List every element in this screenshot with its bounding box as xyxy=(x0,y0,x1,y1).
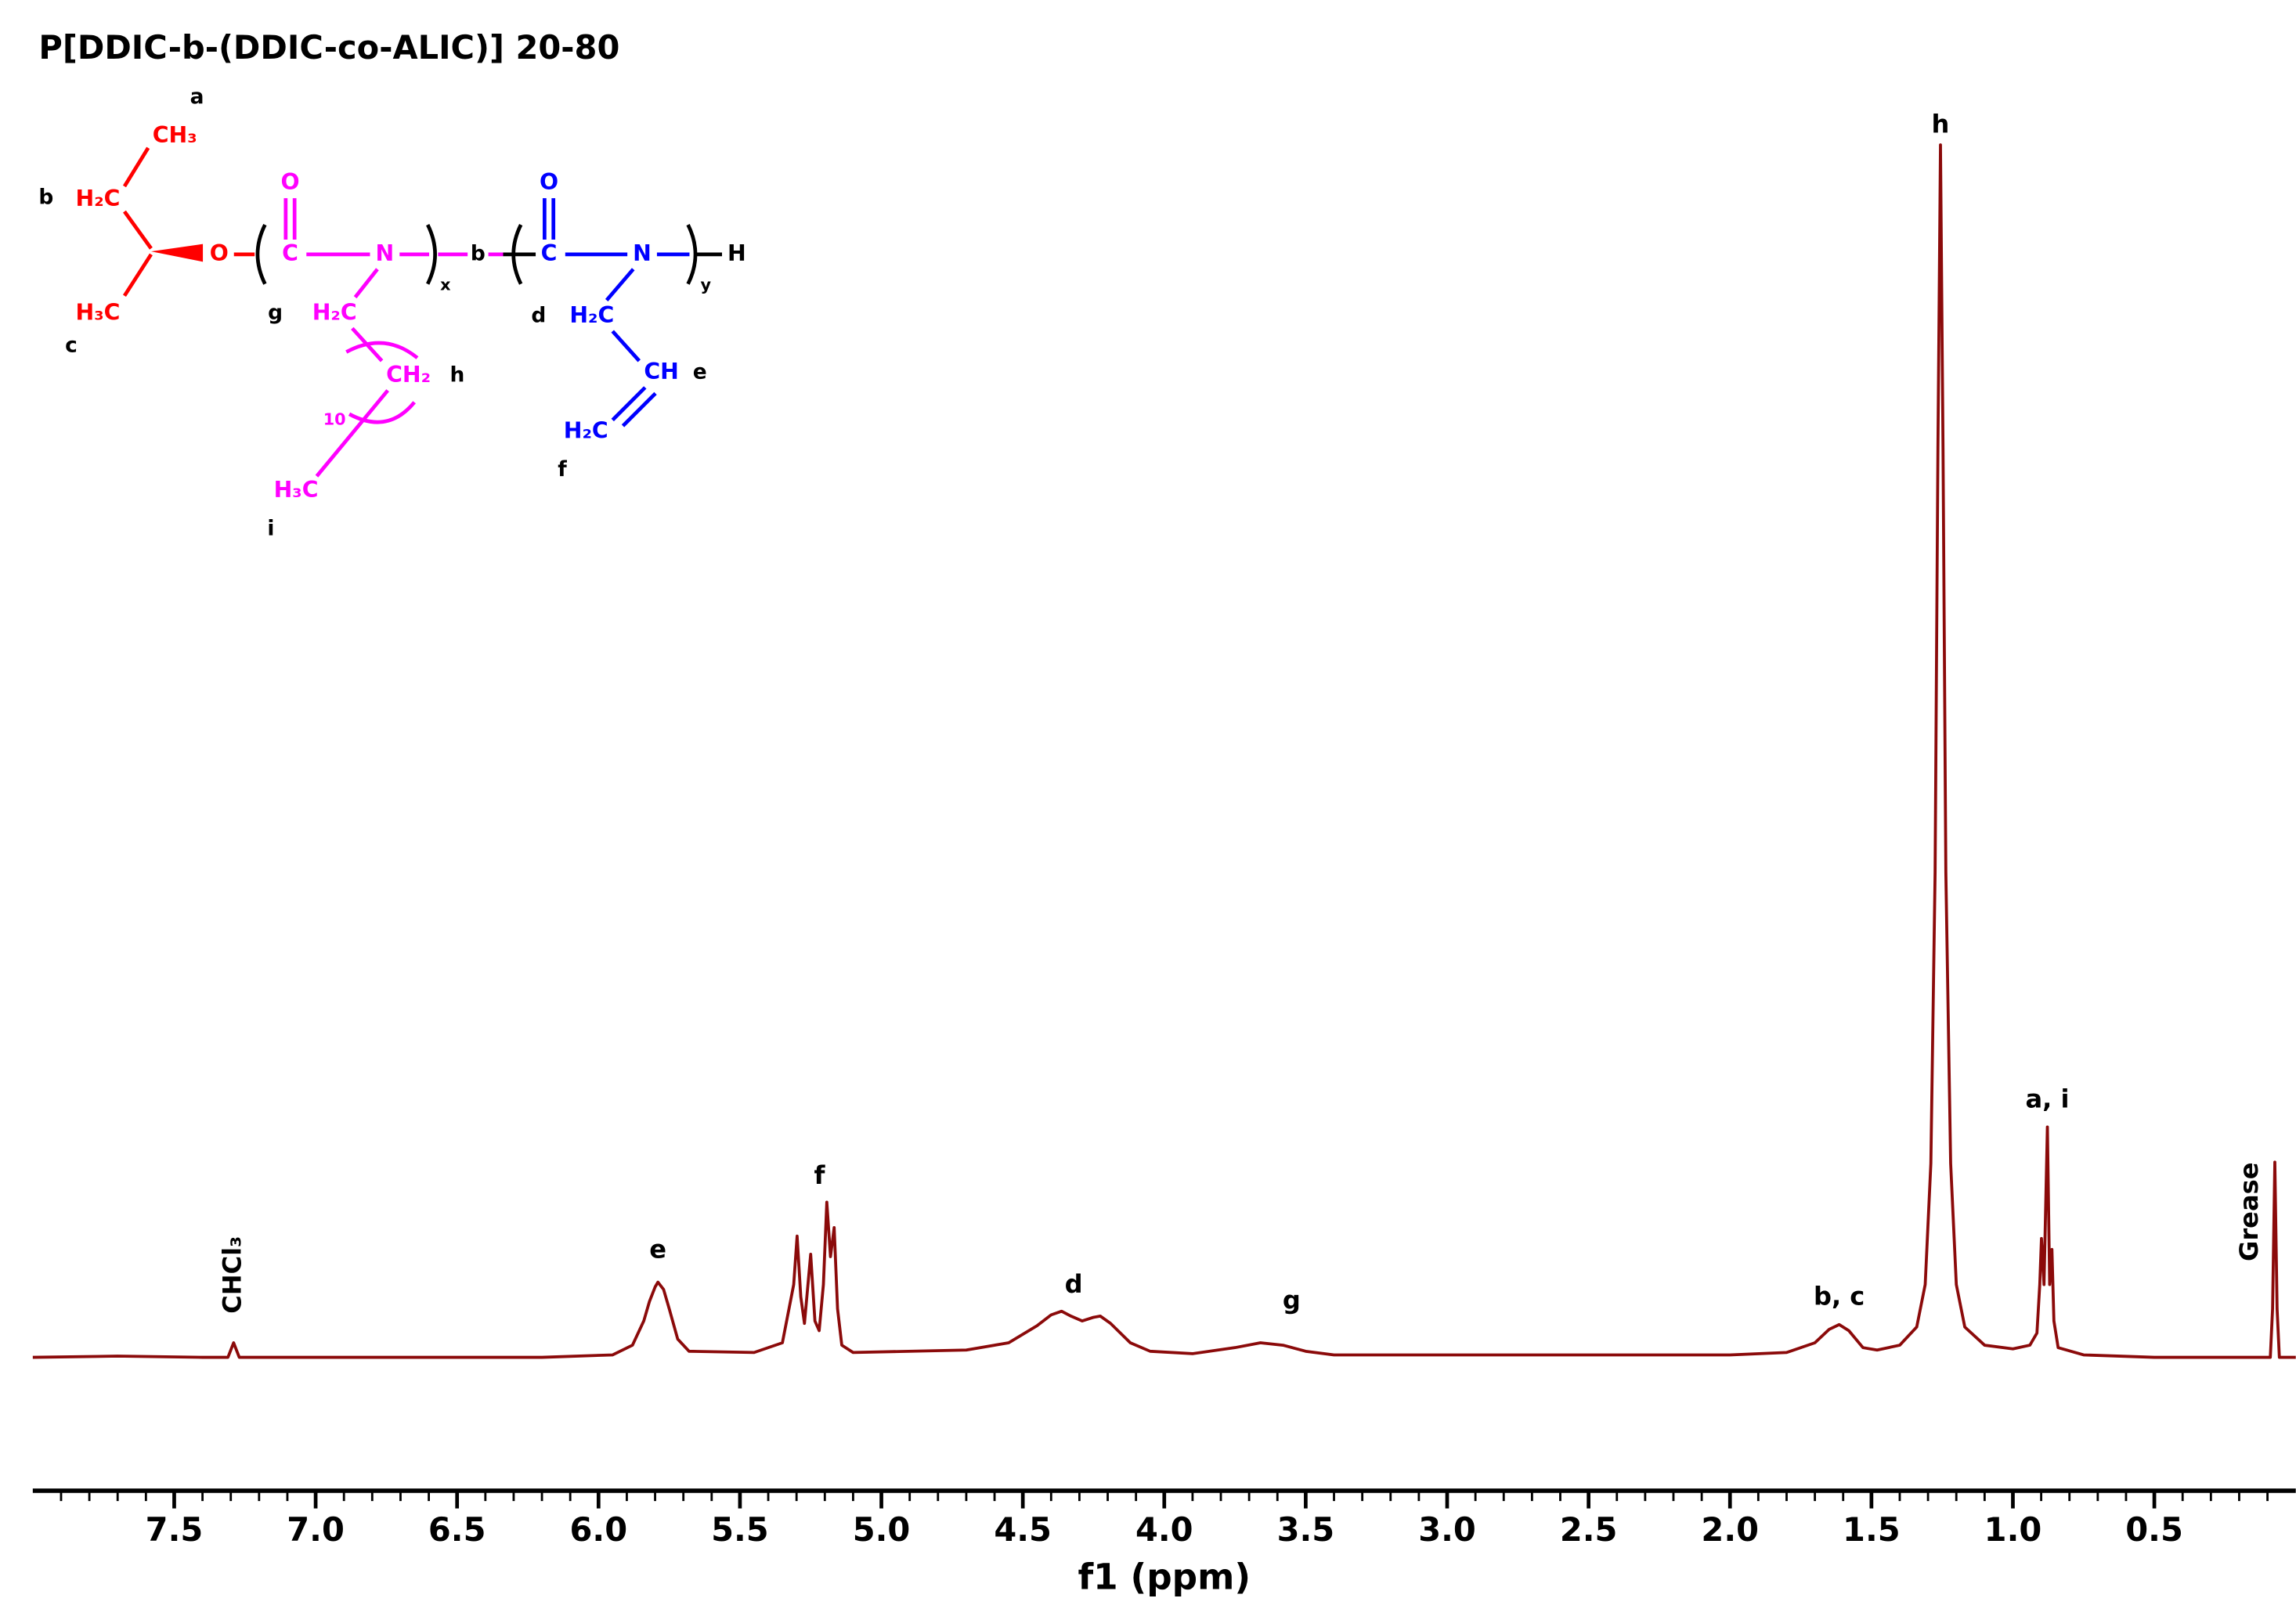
block-label: b xyxy=(471,241,486,265)
x-tick-label: 5.0 xyxy=(853,1510,911,1549)
atom: H₃C xyxy=(274,477,319,503)
x-tick-label: 7.5 xyxy=(146,1510,204,1549)
proton-label: e xyxy=(693,359,707,384)
peak-label: f xyxy=(814,1160,825,1190)
x-tick-label: 2.5 xyxy=(1560,1510,1618,1549)
peak-label: b, c xyxy=(1814,1282,1865,1311)
bond xyxy=(315,389,389,478)
atom: O xyxy=(540,169,558,195)
bond xyxy=(605,268,635,301)
x-tick-label: 0.5 xyxy=(2125,1510,2183,1549)
repeat-arc xyxy=(348,401,416,424)
atom: H₃C xyxy=(76,299,121,325)
wedge-bond xyxy=(150,244,204,262)
bond xyxy=(123,210,153,250)
proton-label: f xyxy=(558,457,567,482)
peak-label: Grease xyxy=(2234,1163,2264,1261)
peak-label: h xyxy=(1932,109,1950,139)
proton-label: i xyxy=(267,517,274,541)
atom: C xyxy=(541,240,558,266)
x-tick-label: 5.5 xyxy=(711,1510,769,1549)
bond xyxy=(611,386,647,422)
atom: O xyxy=(210,240,229,266)
atom: H₂C xyxy=(312,299,357,325)
bond xyxy=(611,330,641,363)
peak-label: e xyxy=(649,1234,666,1264)
chart-title: P[DDIC-b-(DDIC-co-ALIC)] 20-80 xyxy=(38,28,619,67)
peak-label: d xyxy=(1065,1269,1083,1299)
peak-label: g xyxy=(1283,1285,1301,1315)
bracket xyxy=(255,224,267,285)
bond xyxy=(353,268,379,299)
peak-label: CHCl₃ xyxy=(217,1236,247,1314)
structure: CH₃ H₂C H₃C O O C N H₂C CH₂ 10 H₃C O C N… xyxy=(38,85,745,541)
spectrum-line xyxy=(32,143,2296,1359)
x-tick-label: 3.5 xyxy=(1277,1510,1335,1549)
x-tick-label: 7.0 xyxy=(287,1510,345,1549)
x-tick-label: 6.5 xyxy=(428,1510,486,1549)
atom: CH₃ xyxy=(153,122,197,148)
x-tick-label: 4.0 xyxy=(1135,1510,1193,1549)
x-tick-label: 3.0 xyxy=(1418,1510,1476,1549)
bracket xyxy=(426,224,437,285)
subscript: x xyxy=(440,276,451,294)
repeat-count: 10 xyxy=(323,409,346,428)
atom: CH xyxy=(644,359,679,384)
subscript: y xyxy=(700,276,711,294)
x-tick-label: 1.0 xyxy=(1984,1510,2042,1549)
x-tick-label: 6.0 xyxy=(570,1510,628,1549)
proton-label: g xyxy=(268,301,283,325)
proton-label: a xyxy=(190,85,204,109)
x-tick-label: 2.0 xyxy=(1701,1510,1759,1549)
x-axis-label: f1 (ppm) xyxy=(1078,1557,1251,1598)
x-tick-label: 1.5 xyxy=(1843,1510,1901,1549)
proton-label: c xyxy=(65,333,78,357)
bond xyxy=(122,146,150,188)
atom: CH₂ xyxy=(386,362,431,388)
atom: C xyxy=(282,240,298,266)
peak-label: a, i xyxy=(2026,1084,2070,1113)
atom: N xyxy=(376,240,395,266)
bond xyxy=(122,253,153,298)
atom: H₂C xyxy=(76,186,121,211)
atom: H₂C xyxy=(569,302,614,328)
atom: H xyxy=(727,240,746,266)
atom: O xyxy=(280,169,299,195)
bond xyxy=(621,391,657,428)
atom: H₂C xyxy=(564,418,608,444)
proton-label: h xyxy=(450,363,465,387)
x-tick-label: 4.5 xyxy=(994,1510,1052,1549)
repeat-arc xyxy=(345,341,419,359)
atom: N xyxy=(633,240,652,266)
proton-label: d xyxy=(531,304,546,328)
proton-label: b xyxy=(38,186,53,210)
